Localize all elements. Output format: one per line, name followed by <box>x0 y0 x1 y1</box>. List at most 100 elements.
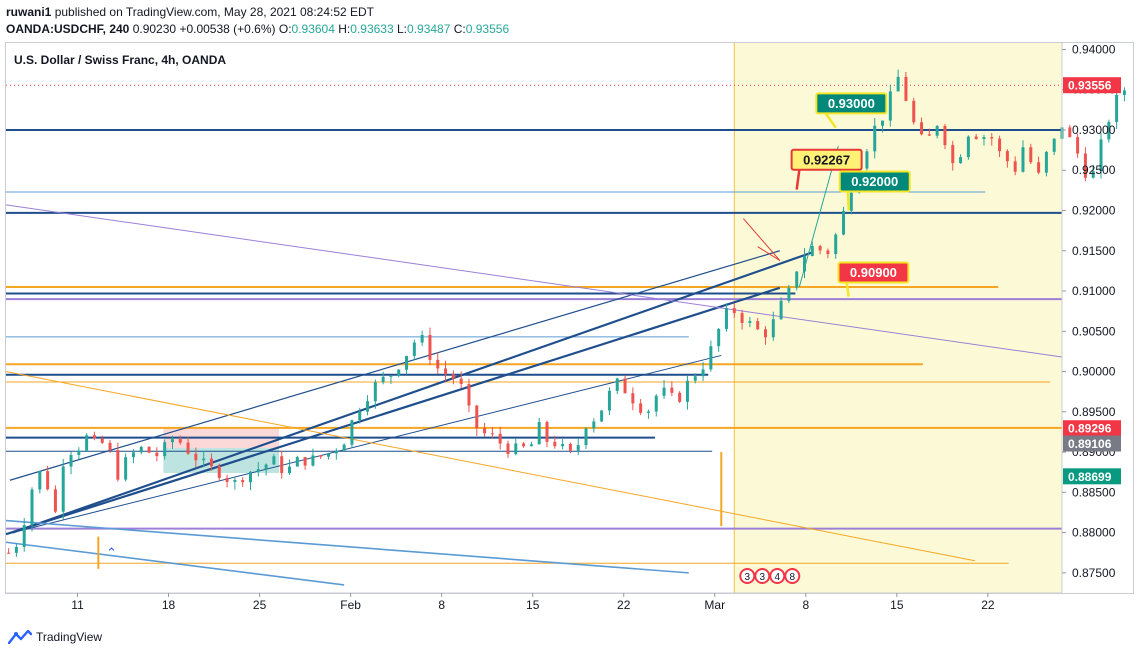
candle-body <box>459 378 463 384</box>
symbol-line: OANDA:USDCHF, 240 <box>6 22 130 36</box>
trend-line <box>9 250 780 481</box>
candle-body <box>358 411 362 421</box>
candle-body <box>85 435 89 451</box>
candle-body <box>1037 162 1041 173</box>
candle-body <box>724 308 728 330</box>
candle-body <box>592 421 596 429</box>
candle-body <box>600 410 604 422</box>
x-tick-label: 25 <box>253 598 267 612</box>
y-tick-label: 0.92500 <box>1072 163 1116 177</box>
y-tick-label: 0.90500 <box>1072 324 1116 338</box>
event-marker <box>784 568 801 584</box>
candle-body <box>787 287 791 301</box>
candle-body <box>381 376 385 383</box>
candle-body <box>998 138 1002 152</box>
y-tick-label: 0.92000 <box>1072 203 1116 217</box>
candle-body <box>654 395 658 412</box>
event-marker-label: 3 <box>744 572 750 583</box>
candle-body <box>568 443 572 451</box>
candle-body <box>982 137 986 139</box>
candle-body <box>373 382 377 402</box>
trend-line <box>5 541 345 586</box>
candle-body <box>1076 137 1080 154</box>
x-tick-label: 15 <box>526 598 540 612</box>
candle-body <box>147 446 151 453</box>
candle-body <box>514 443 518 455</box>
candle-body <box>319 455 323 457</box>
measure-arrow-icon: ⌃ <box>106 545 117 560</box>
candle-body <box>935 126 939 136</box>
candle-body <box>311 455 315 466</box>
candle-body <box>701 369 705 377</box>
callout-box <box>790 148 863 171</box>
trend-line <box>5 286 781 536</box>
price-tag <box>1063 77 1121 94</box>
candle-body <box>186 442 190 454</box>
candle-body <box>842 210 846 235</box>
candle-body <box>256 469 260 472</box>
price-tag <box>1063 468 1121 485</box>
candle-body <box>810 246 814 256</box>
candle-body <box>248 471 252 483</box>
candle-body <box>155 452 159 457</box>
candle-body <box>506 443 510 455</box>
price-tag <box>1063 435 1121 452</box>
callout-pointer <box>846 189 850 211</box>
candle-body <box>779 300 783 320</box>
y-tick-label: 0.93000 <box>1072 123 1116 137</box>
callout-label: 0.92000 <box>851 174 898 189</box>
candle-body <box>818 246 822 251</box>
x-tick-label: 11 <box>71 598 84 612</box>
candle-body <box>834 234 838 255</box>
candle-body <box>662 387 666 396</box>
candle-body <box>451 374 455 379</box>
y-tick-label: 0.87500 <box>1072 566 1116 580</box>
candle-body <box>217 466 221 478</box>
candle-body <box>904 76 908 101</box>
candle-body <box>334 450 338 454</box>
x-tick-label: 8 <box>438 598 445 612</box>
candle-body <box>639 403 643 413</box>
candle-body <box>678 392 682 402</box>
callout-pointer <box>795 167 801 190</box>
candle-body <box>225 477 229 482</box>
candle-body <box>966 136 970 158</box>
candle-body <box>561 443 565 447</box>
candle-body <box>170 439 174 443</box>
trend-line <box>5 204 1063 358</box>
candle-body <box>670 387 674 393</box>
candle-body <box>30 489 34 526</box>
candle-body <box>763 329 767 338</box>
candle-body <box>92 435 96 439</box>
candle-body <box>22 525 26 547</box>
candle-body <box>124 457 128 480</box>
candle-body <box>545 421 549 442</box>
candle-body <box>108 442 112 451</box>
candle-body <box>576 445 580 451</box>
candle-body <box>14 546 18 553</box>
candle-body <box>163 442 167 457</box>
y-tick-label: 0.90000 <box>1072 365 1116 379</box>
high-label: H: <box>338 22 351 36</box>
candle-body <box>795 271 799 288</box>
low-label: L: <box>397 22 408 36</box>
trend-line <box>5 371 975 562</box>
publish-info: ruwani1 published on TradingView.com, Ma… <box>6 5 374 19</box>
candle-body <box>732 308 736 314</box>
candle-body <box>748 321 752 323</box>
candle-body <box>951 145 955 164</box>
candle-body <box>77 450 81 455</box>
event-marker-label: 8 <box>789 572 795 583</box>
candle-body <box>366 401 370 412</box>
candle-body <box>69 454 73 467</box>
candle-body <box>405 355 409 370</box>
change-value: +0.00538 (+0.6%) <box>179 22 276 36</box>
y-tick-label: 0.94000 <box>1072 42 1116 56</box>
candle-body <box>1083 153 1087 178</box>
candle-body <box>943 126 947 146</box>
trend-line <box>12 251 813 534</box>
footer-brand: TradingView <box>36 630 103 644</box>
candle-body <box>740 313 744 323</box>
tradingview-logo-icon <box>8 630 32 644</box>
